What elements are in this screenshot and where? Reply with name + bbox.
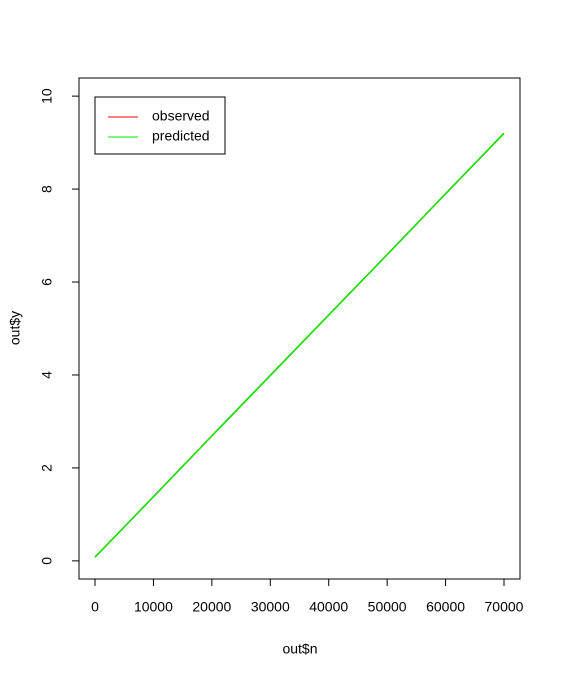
y-tick-label: 6 [39, 278, 55, 286]
y-axis-label: out$y [7, 311, 23, 345]
legend-box [94, 96, 226, 155]
legend-label: observed [152, 108, 210, 124]
x-tick-label: 40000 [309, 599, 348, 615]
series-line [94, 132, 505, 558]
x-tick-label: 10000 [134, 599, 173, 615]
x-tick-label: 0 [91, 599, 99, 615]
x-tick-label: 50000 [368, 599, 407, 615]
x-axis-label: out$n [282, 641, 317, 657]
legend-label: predicted [152, 128, 210, 144]
x-tick-label: 20000 [192, 599, 231, 615]
y-tick-label: 4 [39, 371, 55, 379]
x-tick-label: 30000 [251, 599, 290, 615]
y-tick-label: 0 [39, 557, 55, 565]
plot-box [78, 77, 521, 580]
y-tick-label: 10 [39, 88, 55, 104]
y-tick-label: 2 [39, 464, 55, 472]
x-tick-label: 60000 [426, 599, 465, 615]
y-tick-label: 8 [39, 185, 55, 193]
x-tick-label: 70000 [485, 599, 524, 615]
